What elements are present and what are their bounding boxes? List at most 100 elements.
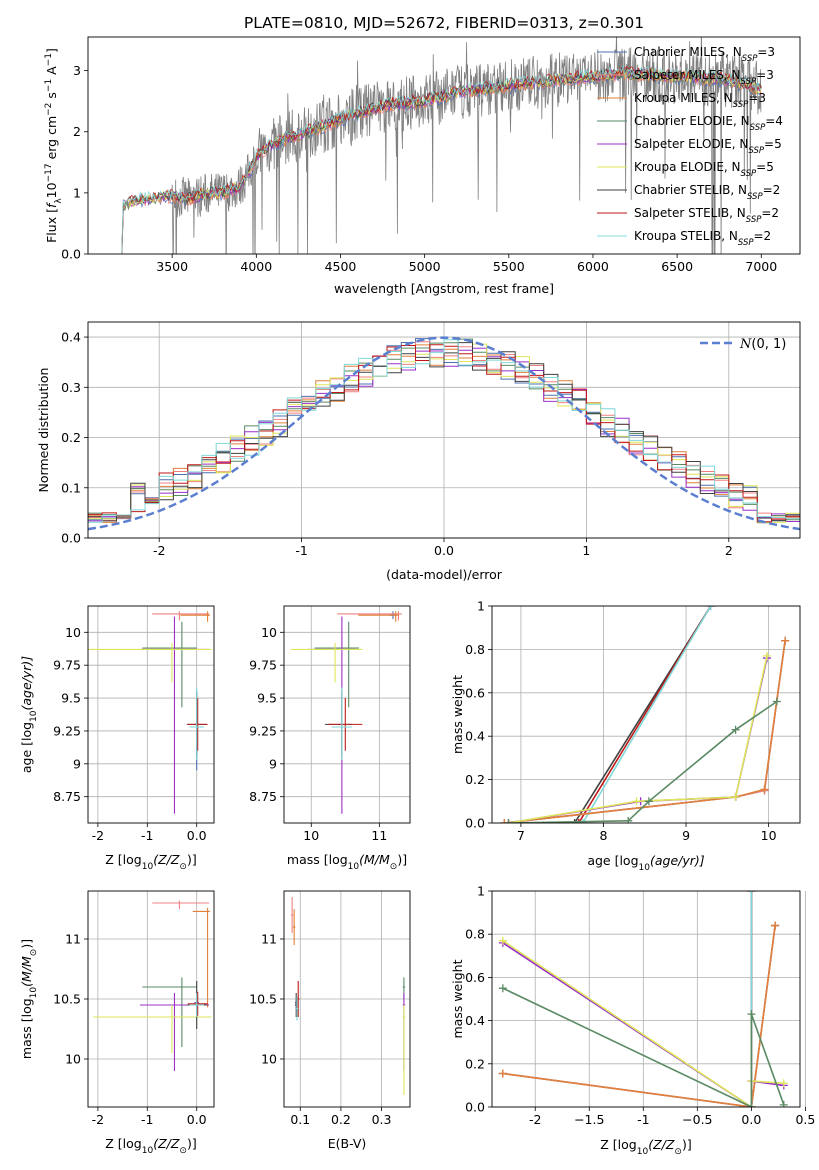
errorbar-point [189, 687, 205, 760]
y-tick-label: 0.6 [465, 970, 485, 985]
x-axis-label: age [log10(age/yr)] [587, 853, 704, 873]
y-tick-label: 1 [73, 185, 81, 200]
errorbar-point [328, 698, 363, 751]
y-axis-label: mass weight [450, 675, 465, 754]
legend-entry: Salpeter STELIB, NSSP=2 [634, 206, 779, 225]
mass_vs_Z-errorbars [92, 900, 212, 1071]
weight-marker [747, 1010, 756, 1019]
weight-marker [624, 816, 633, 823]
x-axis-label: wavelength [Angstrom, rest frame] [334, 281, 554, 296]
y-tick-label: 9 [73, 756, 81, 771]
weight-marker [706, 606, 715, 610]
axes-frame [491, 605, 801, 824]
axes-frame [87, 36, 801, 255]
legend-entry: Kroupa STELIB, NSSP=2 [634, 229, 771, 248]
y-tick-label: 9.5 [257, 691, 277, 706]
x-axis-label: E(B-V) [328, 1136, 367, 1151]
errorbar-point [358, 611, 400, 622]
spectrum-data-line [121, 37, 762, 254]
errorbar-point [142, 977, 197, 1047]
weight-line [508, 700, 778, 823]
weight-line [502, 925, 776, 1107]
legend-entry: N(0, 1) [739, 337, 786, 352]
age_vs_Z-errorbars [88, 611, 212, 814]
errorbar-point [331, 687, 353, 760]
weight-marker [504, 819, 513, 823]
y-tick-label: 9.25 [53, 723, 81, 738]
weight-marker [772, 697, 781, 706]
x-tick-label: 4500 [325, 259, 357, 274]
legend-entry: Chabrier ELODIE, NSSP=4 [634, 114, 783, 133]
weight_vs_Z-lines [498, 891, 788, 1107]
y-tick-label: 0.2 [465, 772, 485, 787]
weight-marker [781, 636, 790, 645]
y-axis-label: age [log10(age/yr)] [19, 656, 39, 773]
y-tick-label: 0.8 [465, 642, 485, 657]
weight_vs_age-lines [500, 606, 790, 823]
y-tick-label: 11 [65, 932, 81, 947]
figure-title: PLATE=0810, MJD=52672, FIBERID=0313, z=0… [244, 14, 644, 32]
errorbar-point [139, 616, 210, 814]
y-tick-label: 9.5 [61, 691, 81, 706]
x-tick-label: -2 [92, 1112, 104, 1127]
x-tick-label: -2 [529, 1112, 541, 1127]
weight-marker [779, 1079, 788, 1088]
weight-marker [731, 792, 740, 801]
x-tick-label: 10 [303, 828, 319, 843]
x-axis-label: Z [log10(Z/Z⊙)] [105, 852, 196, 872]
weight-marker [574, 819, 583, 823]
x-tick-label: -1 [637, 1112, 649, 1127]
errorbar-point [402, 1005, 406, 1095]
errorbar-point [142, 621, 197, 708]
y-tick-label: 11 [261, 932, 277, 947]
mass_vs_ebv-errorbars [290, 897, 406, 1095]
errorbar-point [180, 611, 211, 622]
x-tick-label: 9 [682, 828, 690, 843]
errorbar-point [189, 993, 205, 1017]
mass_vs_Z-axes: -2 -1 0.0 10 10.5 11 [53, 891, 214, 1127]
y-tick-label: 0.0 [61, 247, 81, 262]
y-axis-label: Flux [fλ10−17 erg cm−2 s−1 A−1] [44, 48, 64, 243]
y-tick-label: 0.2 [465, 1056, 485, 1071]
legend-entry: Salpeter MILES, NSSP=3 [634, 68, 774, 87]
weight-marker [771, 921, 780, 930]
errorbar-point [337, 611, 402, 621]
y-tick-label: 9.75 [53, 658, 81, 673]
x-tick-label: 5500 [493, 259, 525, 274]
x-tick-label: 8 [599, 828, 607, 843]
y-tick-label: 0.6 [465, 685, 485, 700]
y-tick-label: 10 [65, 625, 81, 640]
y-tick-label: 9.25 [249, 723, 277, 738]
axes-frame [491, 890, 801, 1108]
x-axis-label: (data-model)/error [386, 567, 503, 582]
errorbar-point [152, 611, 210, 621]
y-tick-label: 9.75 [249, 658, 277, 673]
errorbar-point [292, 909, 296, 945]
x-tick-label: -2 [92, 828, 104, 843]
x-tick-label: 5000 [409, 259, 441, 274]
x-tick-label: 6500 [661, 259, 693, 274]
errorbar-point [88, 642, 212, 683]
weight-line [504, 640, 786, 823]
x-axis-label: Z [log10(Z/Z⊙)] [600, 1137, 691, 1157]
errorbar-point [290, 897, 294, 933]
x-tick-label: 0.0 [434, 543, 454, 558]
x-tick-label: -1 [295, 543, 307, 558]
y-tick-label: 3 [73, 63, 81, 78]
weight-line [508, 655, 768, 823]
x-tick-label: 0.2 [331, 1112, 351, 1127]
spectrum-model-line [121, 66, 762, 254]
y-tick-label: 0.4 [61, 330, 81, 345]
residual-histogram [88, 339, 800, 523]
y-tick-label: 0.0 [465, 816, 485, 831]
y-tick-label: 0.8 [465, 927, 485, 942]
errorbar-point [152, 900, 210, 909]
axes-frame [87, 605, 215, 824]
age_vs_Z-axes: -2 -1 0.0 8.75 9 9.25 9.5 9.75 10 [53, 606, 214, 843]
legend-entry: Chabrier MILES, NSSP=3 [634, 45, 775, 64]
age_vs_mass-axes: 10 11 8.75 9 9.25 9.5 9.75 10 [249, 606, 410, 843]
weight-marker [762, 651, 771, 660]
legend-entry: Kroupa MILES, NSSP=3 [634, 91, 766, 110]
y-axis-label: mass weight [450, 959, 465, 1038]
